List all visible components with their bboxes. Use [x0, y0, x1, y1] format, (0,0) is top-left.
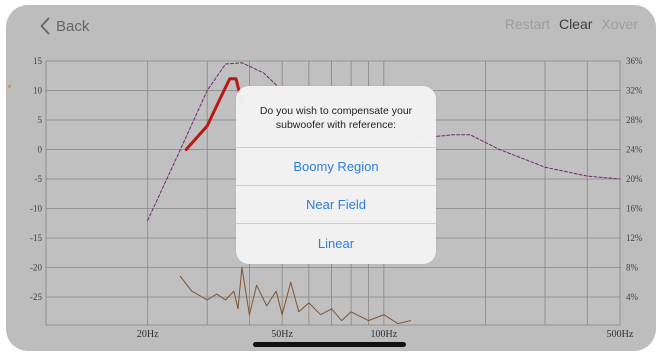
restart-button[interactable]: Restart [504, 16, 550, 32]
noise-floor-curve [179, 267, 412, 325]
dialog-message: Do you wish to compensate your subwoofer… [236, 86, 436, 148]
compensation-dialog: Do you wish to compensate your subwoofer… [236, 86, 436, 264]
y-axis-right-tick: 16% [626, 204, 643, 214]
y-axis-left-tick: 0 [38, 145, 43, 155]
y-axis-right-tick: 36% [626, 56, 643, 66]
measured-response-curve [184, 77, 244, 151]
home-indicator[interactable] [253, 342, 406, 347]
option-boomy-region[interactable]: Boomy Region [236, 148, 436, 186]
y-axis-left-tick: 15 [33, 56, 43, 66]
x-axis-tick: 500Hz [607, 329, 634, 340]
x-axis-tick: 20Hz [137, 329, 159, 340]
y-axis-right-tick: 28% [626, 115, 643, 125]
y-axis-left-tick: 10 [33, 86, 43, 96]
y-axis-left-tick: -25 [30, 292, 42, 302]
orange-marker [8, 85, 11, 88]
toolbar-actions: Restart Clear Xover [505, 16, 638, 32]
y-axis-left-tick: -10 [30, 204, 42, 214]
y-axis-right-tick: 12% [626, 233, 643, 243]
navigation-bar: Back Restart Clear Xover [6, 5, 656, 45]
y-axis-left-tick: -20 [30, 263, 42, 273]
y-axis-left-tick: -5 [35, 174, 43, 184]
back-button[interactable]: Back [40, 15, 89, 37]
option-linear[interactable]: Linear [317, 235, 355, 251]
y-axis-left-tick: -15 [30, 233, 42, 243]
y-axis-right-tick: 24% [626, 145, 643, 155]
y-axis-right-tick: 20% [626, 174, 643, 184]
chevron-left-icon [40, 17, 50, 35]
y-axis-left-tick: 5 [38, 115, 43, 125]
y-axis-right-tick: 8% [626, 263, 639, 273]
y-axis-right-tick: 4% [626, 292, 639, 302]
option-near-field[interactable]: Near Field [236, 186, 436, 224]
xover-button[interactable]: Xover [601, 16, 638, 32]
clear-button[interactable]: Clear [558, 16, 593, 32]
x-axis-tick: 100Hz [371, 329, 398, 340]
y-axis-right-tick: 32% [626, 86, 643, 96]
x-axis-tick: 50Hz [271, 329, 293, 340]
app-screen: 15 10 5 0 -5 -10 -15 -20 -25 36% 32% 28% 24% 20% 16% 12… [6, 5, 656, 351]
back-label: Back [56, 17, 90, 35]
